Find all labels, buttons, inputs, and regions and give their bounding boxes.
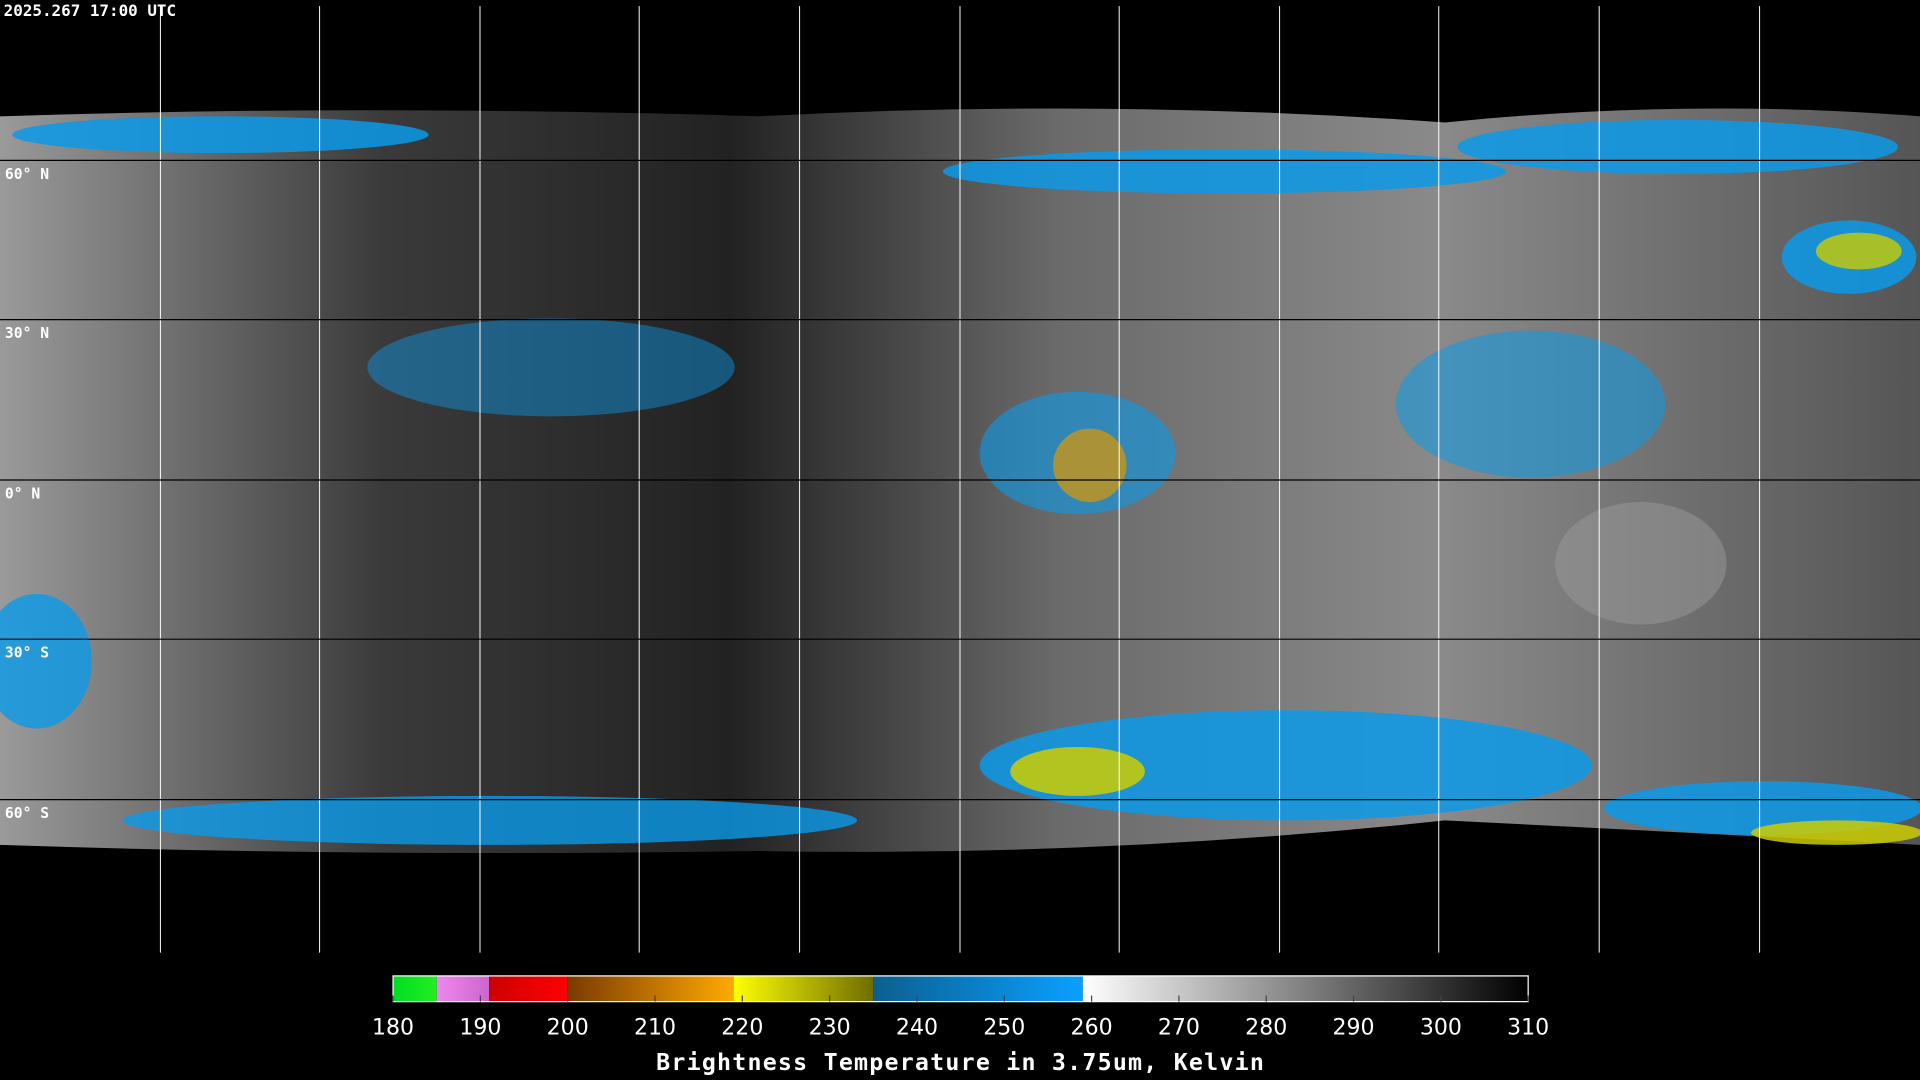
latitude-label: 30° N [5, 325, 49, 342]
colorbar-segment [733, 975, 874, 1002]
colorbar-title: Brightness Temperature in 3.75um, Kelvin [656, 1049, 1265, 1076]
colorbar-tick-label: 270 [1158, 1016, 1200, 1041]
latitude-label: 60° S [5, 805, 49, 822]
colorbar-tick-label: 240 [896, 1016, 938, 1041]
graticule [0, 6, 1920, 953]
latitude-label: 60° N [5, 166, 49, 183]
colorbar-tick-label: 190 [459, 1016, 501, 1041]
colorbar-tick-label: 310 [1507, 1016, 1549, 1041]
colorbar-segment [873, 975, 1083, 1002]
colorbar-tick-label: 280 [1245, 1016, 1287, 1041]
colorbar-tick-label: 230 [809, 1016, 851, 1041]
timestamp: 2025.267 17:00 UTC [4, 1, 176, 20]
colorbar-tick-label: 220 [721, 1016, 763, 1041]
colorbar-tick-label: 210 [634, 1016, 676, 1041]
colorbar-segment [489, 975, 568, 1002]
colorbar-tick-label: 180 [372, 1016, 414, 1041]
colorbar-segment [1082, 975, 1529, 1002]
colorbar-tick-label: 260 [1071, 1016, 1113, 1041]
colorbar-tick-label: 250 [983, 1016, 1025, 1041]
colorbar-segment [567, 975, 734, 1002]
colorbar-tick-label: 200 [547, 1016, 589, 1041]
latitude-label: 0° N [5, 485, 40, 502]
colorbar-segment [393, 975, 437, 1002]
colorbar-frame [392, 975, 1529, 1003]
colorbar-tick-label: 290 [1333, 1016, 1375, 1041]
latitude-label: 30° S [5, 645, 49, 662]
colorbar-segment [436, 975, 490, 1002]
colorbar-tick-label: 300 [1420, 1016, 1462, 1041]
